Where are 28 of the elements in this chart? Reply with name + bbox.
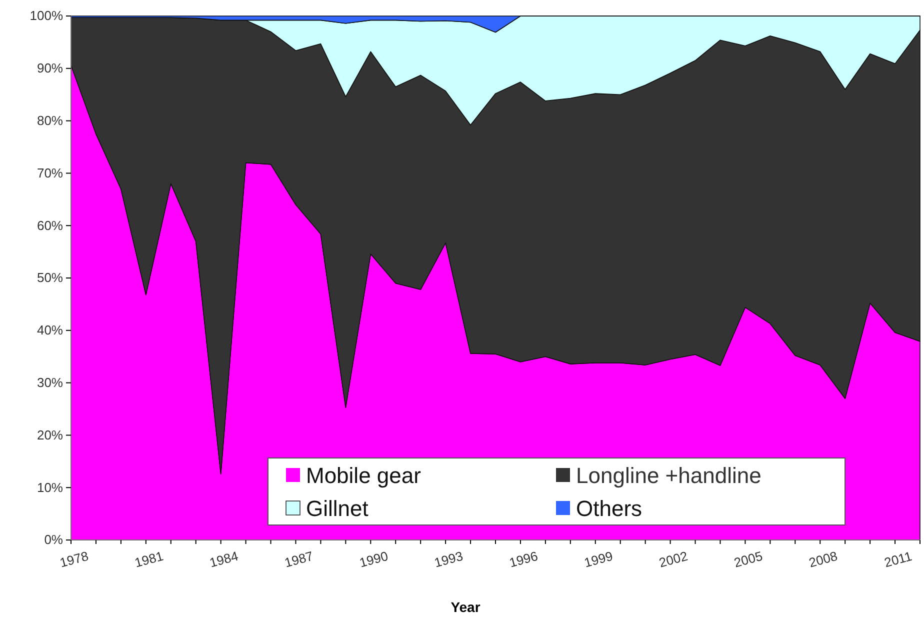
x-tick-label: 2008	[807, 548, 840, 570]
x-tick-label: 1999	[582, 548, 614, 570]
x-tick-label: 2002	[657, 548, 690, 570]
x-tick-label: 1990	[358, 548, 390, 570]
x-tick-label: 1993	[432, 548, 465, 570]
x-tick-label: 1981	[133, 548, 165, 570]
legend-label: Gillnet	[306, 496, 368, 521]
x-tick-label: 1996	[508, 548, 540, 570]
y-tick-label: 80%	[36, 112, 64, 128]
x-axis-title: Year	[450, 599, 481, 615]
y-tick-label: 60%	[36, 218, 64, 233]
legend-label: Others	[576, 496, 642, 521]
y-tick-label: 90%	[36, 60, 64, 76]
x-tick-label: 2005	[732, 548, 764, 570]
y-tick-label: 50%	[36, 270, 64, 286]
y-tick-label: 100%	[30, 8, 64, 24]
x-tick-label: 1978	[58, 548, 90, 570]
y-tick-label: 70%	[36, 165, 64, 180]
y-tick-label: 40%	[36, 322, 64, 338]
x-tick-label: 1987	[282, 548, 315, 570]
y-tick-label: 0%	[44, 532, 64, 548]
legend-label: Mobile gear	[306, 463, 421, 488]
x-tick-label: 1984	[208, 548, 240, 570]
y-tick-label: 10%	[36, 480, 64, 495]
y-tick-label: 30%	[36, 374, 64, 390]
x-tick-label: 2011	[882, 548, 914, 570]
text: Longline +handline	[576, 463, 762, 488]
y-tick-label: 20%	[36, 427, 64, 442]
